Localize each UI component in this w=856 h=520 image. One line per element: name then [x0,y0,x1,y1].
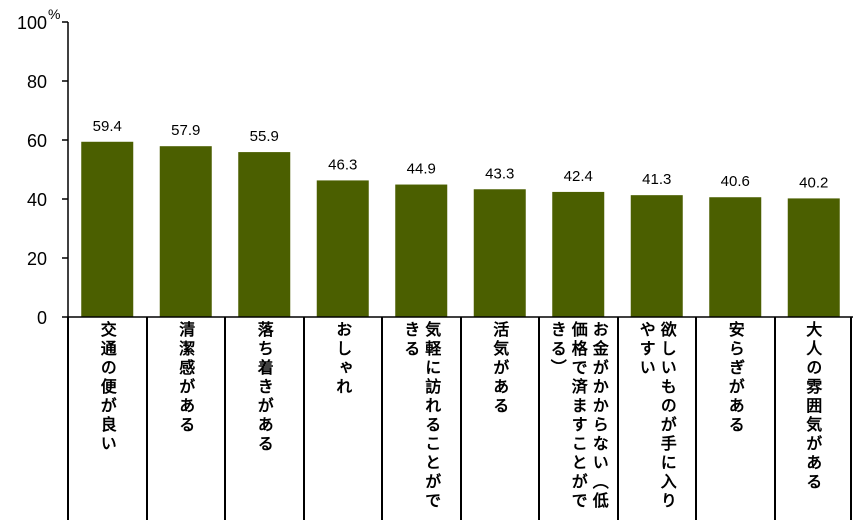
category-label-box: 交通の便が良い [67,317,146,520]
value-label: 41.3 [642,171,671,188]
y-tick-label: 80 [27,72,47,92]
category-label-box: おしゃれ [302,317,382,520]
bar [473,189,526,317]
bar [238,152,291,317]
category-label: 大人の雰囲気がある [803,321,823,492]
y-unit-label: % [48,6,60,22]
category-label-box: 気軽に訪れることができる [381,317,460,520]
category-label-box: お金がかからない（低価格で済ますことができる） [538,317,617,520]
value-label: 57.9 [171,122,200,139]
value-label: 42.4 [564,168,593,185]
category-label: 清潔感がある [176,321,196,435]
bar [787,198,840,317]
category-label-box: 落ち着きがある [224,317,303,520]
value-label: 55.9 [250,128,279,145]
y-tick-label: 20 [27,249,47,269]
category-label-box: 安らぎがある [695,317,774,520]
category-label-box: 清潔感がある [145,317,225,520]
y-tick-label: 0 [37,308,47,328]
category-label: 欲しいものが手に入りやすい [636,321,677,511]
category-label-box: 大人の雰囲気がある [773,317,852,520]
category-label: 気軽に訪れることができる [401,321,442,511]
value-label: 40.6 [721,173,750,190]
category-label: 交通の便が良い [97,321,117,454]
bar [395,184,448,317]
category-label: 落ち着きがある [254,321,274,454]
category-label: 安らぎがある [725,321,745,435]
y-axis-ticks: 0 20 40 60 80 100 [17,13,68,328]
bars [81,141,840,317]
value-labels: 59.4 57.9 55.9 46.3 44.9 43.3 42.4 41.3 40.6 40.2 [93,118,829,192]
y-tick-label: 60 [27,131,47,151]
category-label-box: 欲しいものが手に入りやすい [616,317,696,520]
category-label-box: 活気がある [459,317,539,520]
bar [159,146,212,317]
value-label: 43.3 [485,165,514,182]
bar [316,180,369,317]
y-tick-label: 100 [17,13,47,33]
category-label: おしゃれ [333,321,353,397]
bar [709,197,762,317]
y-tick-label: 40 [27,190,47,210]
value-label: 46.3 [328,156,357,173]
bar [552,191,605,317]
category-label: 活気がある [490,321,510,416]
value-label: 44.9 [407,161,436,178]
bar [630,195,683,317]
value-label: 40.2 [799,174,828,191]
value-label: 59.4 [93,118,122,135]
bar [81,141,134,317]
category-label: お金がかからない（低価格で済ますことができる） [547,321,609,511]
